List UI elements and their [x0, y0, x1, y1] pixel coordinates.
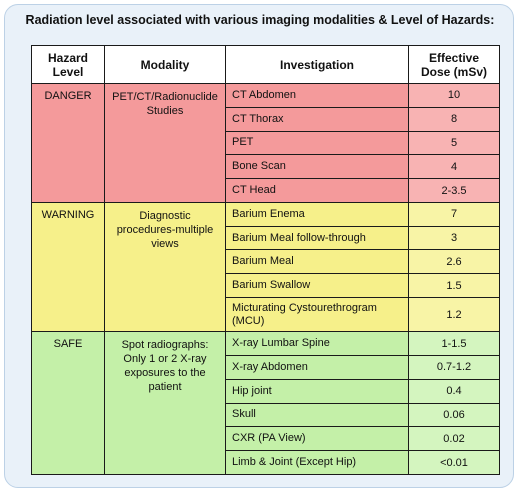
- table-row: CT Thorax 8: [32, 106, 500, 132]
- dose-cell: 4: [408, 154, 500, 180]
- table-row: Hip joint 0.4: [32, 378, 500, 404]
- investigation-cell: PET: [225, 130, 409, 156]
- investigation-cell: X-ray Abdomen: [225, 354, 409, 380]
- dose-cell: 0.4: [408, 378, 500, 404]
- investigation-cell: CT Thorax: [225, 106, 409, 132]
- radiation-table: Hazard Level Modality Investigation Effe…: [31, 45, 500, 475]
- investigation-cell: Barium Swallow: [225, 273, 409, 299]
- investigation-cell: CXR (PA View): [225, 426, 409, 452]
- table-row: DANGER PET/CT/Radionuclide Studies CT Ab…: [31, 83, 500, 203]
- header-effective-dose: Effective Dose (mSv): [408, 45, 500, 84]
- investigation-cell: CT Head: [225, 178, 409, 203]
- table-row: Barium Swallow 1.5: [32, 273, 500, 299]
- investigation-cell: Hip joint: [225, 378, 409, 404]
- dose-cell: 2.6: [408, 249, 500, 275]
- hazard-level-danger: DANGER: [31, 83, 105, 203]
- dose-cell: 2-3.5: [408, 178, 500, 203]
- header-hazard-level: Hazard Level: [31, 45, 105, 84]
- hazard-level-safe: SAFE: [31, 331, 105, 475]
- investigation-cell: X-ray Lumbar Spine: [225, 331, 409, 356]
- investigation-cell: Bone Scan: [225, 154, 409, 180]
- investigation-cell: Barium Meal follow-through: [225, 225, 409, 251]
- investigation-cell: CT Abdomen: [225, 83, 409, 108]
- investigation-cell: Barium Meal: [225, 249, 409, 275]
- dose-cell: 7: [408, 201, 500, 227]
- page-title: Radiation level associated with various …: [25, 13, 495, 27]
- dose-cell: 0.7-1.2: [408, 354, 500, 380]
- table-row: Barium Meal follow-through 3: [32, 225, 500, 251]
- table-row: CT Head 2-3.5: [32, 178, 500, 203]
- dose-cell: 0.02: [408, 426, 500, 452]
- table-card: Radiation level associated with various …: [4, 4, 514, 488]
- dose-cell: 1.2: [408, 297, 500, 333]
- dose-cell: 3: [408, 225, 500, 251]
- dose-cell: 1.5: [408, 273, 500, 299]
- modality-danger: PET/CT/Radionuclide Studies: [104, 83, 226, 203]
- modality-safe: Spot radiographs: Only 1 or 2 X-ray expo…: [104, 331, 226, 475]
- table-row: Barium Meal 2.6: [32, 249, 500, 275]
- table-row: SAFE Spot radiographs: Only 1 or 2 X-ray…: [31, 331, 500, 475]
- table-row: Skull 0.06: [32, 402, 500, 428]
- dose-cell: 8: [408, 106, 500, 132]
- modality-warning: Diagnostic procedures-multiple views: [104, 201, 226, 333]
- dose-cell: <0.01: [408, 450, 500, 475]
- table-row: X-ray Abdomen 0.7-1.2: [32, 354, 500, 380]
- dose-cell: 1-1.5: [408, 331, 500, 356]
- dose-cell: 0.06: [408, 402, 500, 428]
- dose-cell: 10: [408, 83, 500, 108]
- header-row: Hazard Level Modality Investigation Effe…: [31, 45, 500, 84]
- investigation-cell: Barium Enema: [225, 201, 409, 227]
- header-investigation: Investigation: [225, 45, 409, 84]
- header-modality: Modality: [104, 45, 226, 84]
- investigation-cell: Micturating Cystourethrogram (MCU): [225, 297, 409, 333]
- investigation-cell: Limb & Joint (Except Hip): [225, 450, 409, 475]
- dose-cell: 5: [408, 130, 500, 156]
- hazard-level-warning: WARNING: [31, 201, 105, 333]
- table-row: Micturating Cystourethrogram (MCU) 1.2: [32, 297, 500, 333]
- table-row: Limb & Joint (Except Hip) <0.01: [32, 450, 500, 475]
- investigation-cell: Skull: [225, 402, 409, 428]
- table-row: WARNING Diagnostic procedures-multiple v…: [31, 201, 500, 333]
